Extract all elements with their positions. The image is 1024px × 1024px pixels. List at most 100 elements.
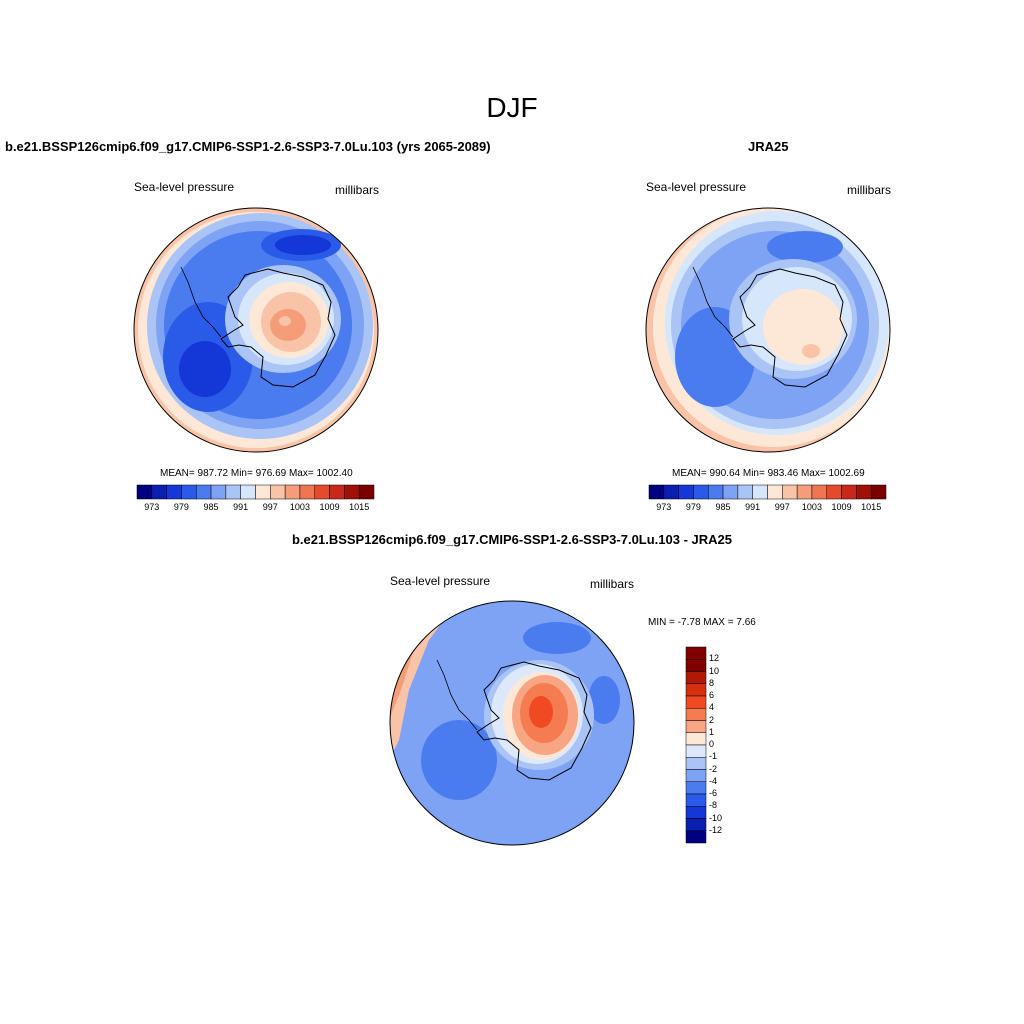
colorbar-ticks-model: 973 979 985 991 997 1003 1009 1015 bbox=[137, 502, 374, 516]
colorbar-tick-label: 4 bbox=[709, 702, 715, 713]
colorbar-swatch bbox=[210, 484, 227, 500]
colorbar-tick-label: 1015 bbox=[349, 502, 370, 512]
colorbar-tick-label: 1003 bbox=[801, 502, 822, 512]
colorbar-tick-label: 1009 bbox=[319, 502, 340, 512]
colorbar-diff bbox=[685, 646, 707, 844]
colorbar-swatch bbox=[685, 818, 707, 831]
peninsula-coastline bbox=[180, 266, 222, 338]
colorbar-swatch bbox=[685, 720, 707, 733]
colorbar-swatch bbox=[136, 484, 153, 500]
colorbar-tick-label: -6 bbox=[709, 788, 718, 798]
colorbar-swatch bbox=[685, 659, 707, 672]
page-title: DJF bbox=[486, 92, 538, 123]
panel-title-model: b.e21.BSSP126cmip6.f09_g17.CMIP6-SSP1-2.… bbox=[5, 139, 491, 154]
colorbar-tick-label: 12 bbox=[709, 653, 720, 664]
colorbar-tick-label: -2 bbox=[709, 763, 718, 774]
colorbar-swatch bbox=[685, 769, 707, 782]
colorbar-ticks-diff: 12 10 8 6 4 2 1 0 -1 -2 -4 -6 -8 -10 -12 bbox=[709, 647, 749, 843]
colorbar-tick-label: 979 bbox=[685, 502, 701, 512]
colorbar-tick-label: 8 bbox=[709, 677, 715, 688]
polar-map-model bbox=[133, 207, 379, 453]
colorbar-ticks-obs: 973 979 985 991 997 1003 1009 1015 bbox=[649, 502, 886, 516]
colorbar-tick-label: 6 bbox=[709, 690, 715, 700]
colorbar-tick-label: 997 bbox=[774, 502, 790, 512]
colorbar-swatch bbox=[685, 708, 707, 721]
polar-map-diff bbox=[389, 600, 635, 846]
colorbar-tick-label: -12 bbox=[709, 824, 723, 835]
units-label-diff: millibars bbox=[590, 577, 635, 591]
colorbar-swatch bbox=[693, 484, 709, 500]
colorbar-swatch bbox=[151, 484, 167, 500]
colorbar-swatch bbox=[811, 484, 827, 500]
colorbar-swatch bbox=[685, 732, 707, 746]
colorbar-swatch bbox=[299, 484, 315, 500]
colorbar-tick-label: 991 bbox=[233, 502, 249, 512]
stats-diff: MIN = -7.78 MAX = 7.66 bbox=[648, 617, 756, 628]
colorbar-tick-label: 991 bbox=[745, 502, 761, 512]
colorbar-swatch bbox=[240, 484, 256, 500]
colorbar-swatch bbox=[270, 484, 286, 500]
colorbar-swatch bbox=[841, 484, 857, 500]
antarctica-coastline bbox=[220, 268, 336, 388]
colorbar-swatch bbox=[685, 757, 707, 770]
colorbar-tick-label: 1009 bbox=[831, 502, 852, 512]
colorbar-swatch bbox=[685, 793, 707, 807]
colorbar-swatch bbox=[284, 484, 301, 500]
colorbar-tick-label: -4 bbox=[709, 775, 718, 786]
colorbar-swatch bbox=[708, 484, 724, 500]
stats-model: MEAN= 987.72 Min= 976.69 Max= 1002.40 bbox=[160, 468, 353, 479]
colorbar-swatch bbox=[685, 671, 707, 684]
colorbar-tick-label: 1 bbox=[709, 726, 715, 737]
colorbar-swatch bbox=[255, 484, 271, 500]
colorbar-tick-label: 2 bbox=[709, 714, 715, 725]
polar-map-obs bbox=[645, 207, 891, 453]
colorbar-tick-label: 10 bbox=[709, 665, 720, 676]
colorbar-swatch bbox=[685, 683, 707, 697]
positive-anomaly bbox=[529, 696, 553, 728]
colorbar-swatch bbox=[856, 484, 872, 500]
colorbar-swatch bbox=[767, 484, 783, 500]
colorbar-swatch bbox=[685, 781, 707, 795]
colorbar-swatch bbox=[663, 484, 679, 500]
variable-label-model: Sea-level pressure bbox=[134, 180, 235, 194]
colorbar-swatch bbox=[196, 484, 212, 500]
colorbar-model bbox=[136, 484, 375, 500]
colorbar-swatch bbox=[166, 484, 182, 500]
colorbar-swatch bbox=[685, 646, 707, 660]
colorbar-obs bbox=[648, 484, 887, 500]
colorbar-swatch bbox=[344, 484, 360, 500]
colorbar-swatch bbox=[685, 830, 707, 844]
units-label-model: millibars bbox=[335, 183, 380, 197]
panel-title-diff: b.e21.BSSP126cmip6.f09_g17.CMIP6-SSP1-2.… bbox=[291, 532, 733, 547]
variable-label-obs: Sea-level pressure bbox=[646, 180, 747, 194]
colorbar-tick-label: 979 bbox=[173, 502, 189, 512]
colorbar-swatch bbox=[722, 484, 739, 500]
colorbar-tick-label: -10 bbox=[709, 812, 723, 823]
colorbar-tick-label: -8 bbox=[709, 800, 718, 811]
negative-anomaly bbox=[421, 720, 497, 800]
colorbar-swatch bbox=[870, 484, 887, 500]
colorbar-swatch bbox=[826, 484, 842, 500]
colorbar-swatch bbox=[648, 484, 665, 500]
colorbar-tick-label: 1003 bbox=[289, 502, 310, 512]
colorbar-tick-label: -1 bbox=[709, 751, 718, 762]
colorbar-swatch bbox=[225, 484, 241, 500]
colorbar-swatch bbox=[752, 484, 768, 500]
colorbar-swatch bbox=[314, 484, 330, 500]
colorbar-swatch bbox=[329, 484, 345, 500]
colorbar-tick-label: 973 bbox=[144, 502, 160, 512]
stats-obs: MEAN= 990.64 Min= 983.46 Max= 1002.69 bbox=[672, 468, 865, 479]
colorbar-swatch bbox=[678, 484, 694, 500]
colorbar-swatch bbox=[181, 484, 197, 500]
colorbar-swatch bbox=[685, 695, 707, 709]
map-border bbox=[133, 207, 379, 453]
colorbar-swatch bbox=[685, 744, 707, 758]
colorbar-swatch bbox=[685, 806, 707, 819]
colorbar-tick-label: 985 bbox=[203, 502, 219, 512]
colorbar-swatch bbox=[796, 484, 813, 500]
panel-title-obs: JRA25 bbox=[748, 139, 789, 154]
variable-label-diff: Sea-level pressure bbox=[390, 574, 491, 588]
colorbar-tick-label: 997 bbox=[262, 502, 278, 512]
colorbar-swatch bbox=[358, 484, 375, 500]
colorbar-tick-label: 0 bbox=[709, 739, 715, 749]
